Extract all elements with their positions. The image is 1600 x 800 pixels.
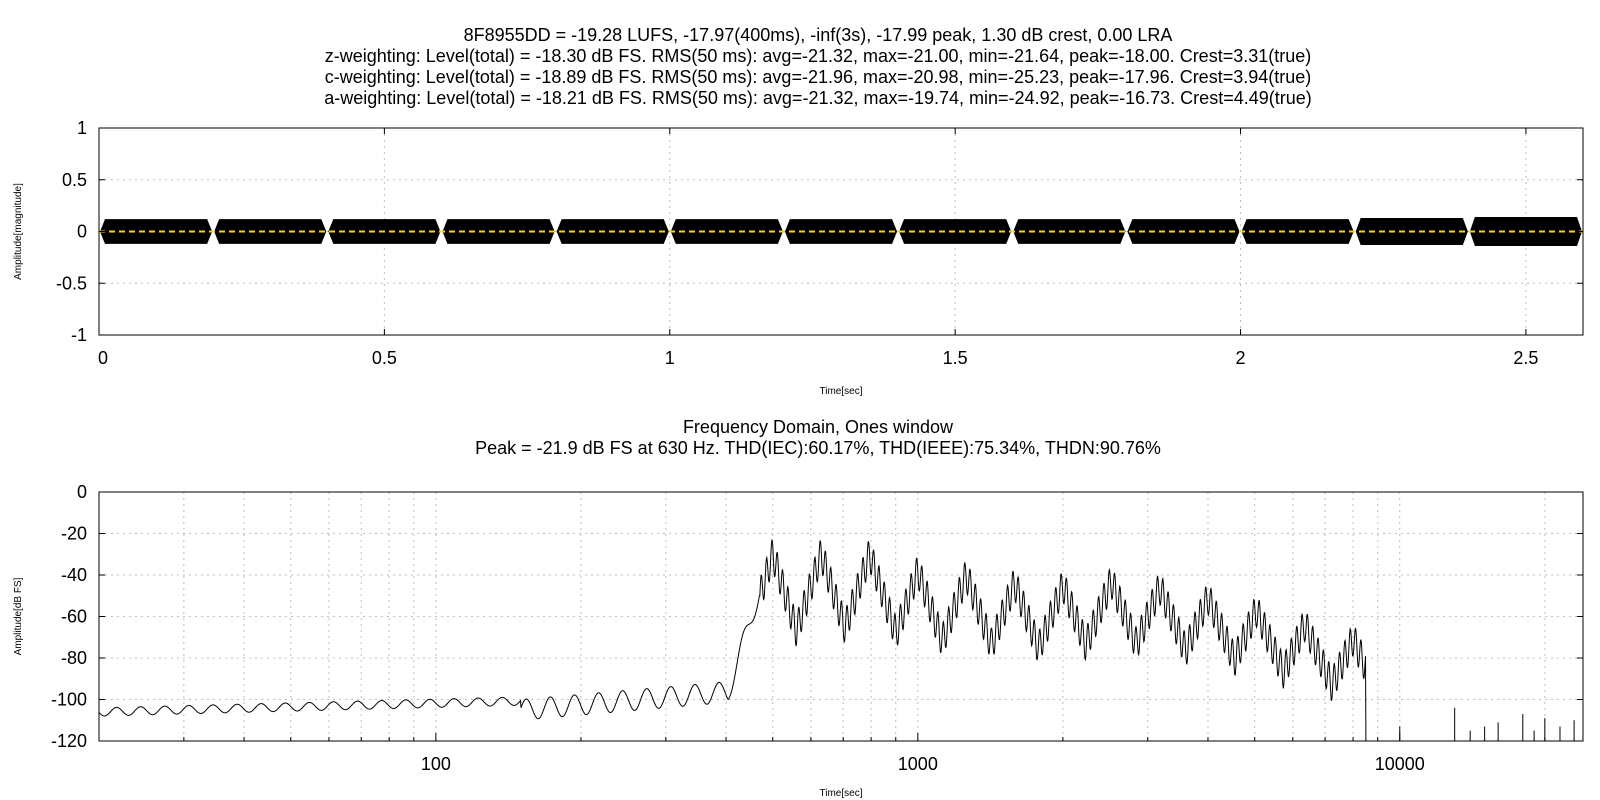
- frequency-domain-subtitle: Peak = -21.9 dB FS at 630 Hz. THD(IEC):6…: [475, 438, 1161, 458]
- time-waveform-segment-0: [100, 219, 213, 244]
- frequency-domain-title: Frequency Domain, Ones window: [683, 417, 954, 437]
- header-title-line-4: a-weighting: Level(total) = -18.21 dB FS…: [324, 88, 1312, 108]
- freq-y-tick-label-5: -100: [51, 690, 87, 710]
- time-y-tick-label-1: 0.5: [62, 170, 87, 190]
- header-title-line-2: z-weighting: Level(total) = -18.30 dB FS…: [325, 46, 1312, 66]
- time-y-tick-label-2: 0: [77, 222, 87, 242]
- time-waveform-segment-7: [899, 219, 1012, 244]
- frequency-domain-plot: Frequency Domain, Ones window Peak = -21…: [13, 417, 1584, 799]
- time-domain-y-axis-label: Amplitude[magnitude]: [13, 183, 24, 280]
- freq-y-tick-label-0: 0: [77, 482, 87, 502]
- freq-y-tick-label-6: -120: [51, 731, 87, 751]
- frequency-domain-x-axis-label: Time[sec]: [820, 788, 863, 799]
- freq-x-tick-label-0: 100: [421, 754, 451, 774]
- time-domain-plot: 0 0.5 1 1.5 2 2.5 1 0.5 0 -0.5 -1 Amplitude[magni…: [13, 118, 1584, 397]
- time-y-tick-label-3: -0.5: [56, 273, 87, 293]
- freq-y-tick-label-3: -60: [61, 607, 87, 627]
- time-domain-waveform: [100, 217, 1582, 246]
- time-x-tick-label-2: 1: [665, 348, 675, 368]
- time-waveform-segment-10: [1241, 219, 1354, 244]
- time-waveform-segment-3: [442, 219, 555, 244]
- time-waveform-segment-5: [670, 219, 783, 244]
- freq-y-tick-label-4: -80: [61, 648, 87, 668]
- frequency-domain-y-axis-label: Amplitude[dB FS]: [13, 577, 24, 655]
- header-title-line-1: 8F8955DD = -19.28 LUFS, -17.97(400ms), -…: [464, 25, 1173, 45]
- freq-x-tick-label-1: 1000: [898, 754, 938, 774]
- time-x-tick-label-4: 2: [1236, 348, 1246, 368]
- time-y-tick-label-0: 1: [77, 118, 87, 138]
- frequency-spectrum-line: [99, 538, 1575, 741]
- time-domain-x-ticks: 0 0.5 1 1.5 2 2.5: [98, 128, 1538, 368]
- freq-y-tick-label-2: -40: [61, 565, 87, 585]
- freq-x-tick-label-2: 10000: [1375, 754, 1425, 774]
- time-x-tick-label-1: 0.5: [372, 348, 397, 368]
- frequency-domain-x-ticks: 100 1000 10000: [98, 733, 1546, 774]
- frequency-domain-y-ticks: 0 -20 -40 -60 -80 -100 -120: [51, 482, 1583, 751]
- frequency-domain-grid: [98, 491, 1583, 742]
- header-title-line-3: c-weighting: Level(total) = -18.89 dB FS…: [325, 67, 1312, 87]
- time-x-tick-label-0: 0: [98, 348, 108, 368]
- time-waveform-segment-12: [1469, 217, 1582, 246]
- time-domain-y-ticks: 1 0.5 0 -0.5 -1: [56, 118, 1583, 345]
- freq-y-tick-label-1: -20: [61, 524, 87, 544]
- time-domain-x-axis-label: Time[sec]: [820, 386, 863, 397]
- time-y-tick-label-4: -1: [71, 325, 87, 345]
- time-x-tick-label-5: 2.5: [1513, 348, 1538, 368]
- time-x-tick-label-3: 1.5: [943, 348, 968, 368]
